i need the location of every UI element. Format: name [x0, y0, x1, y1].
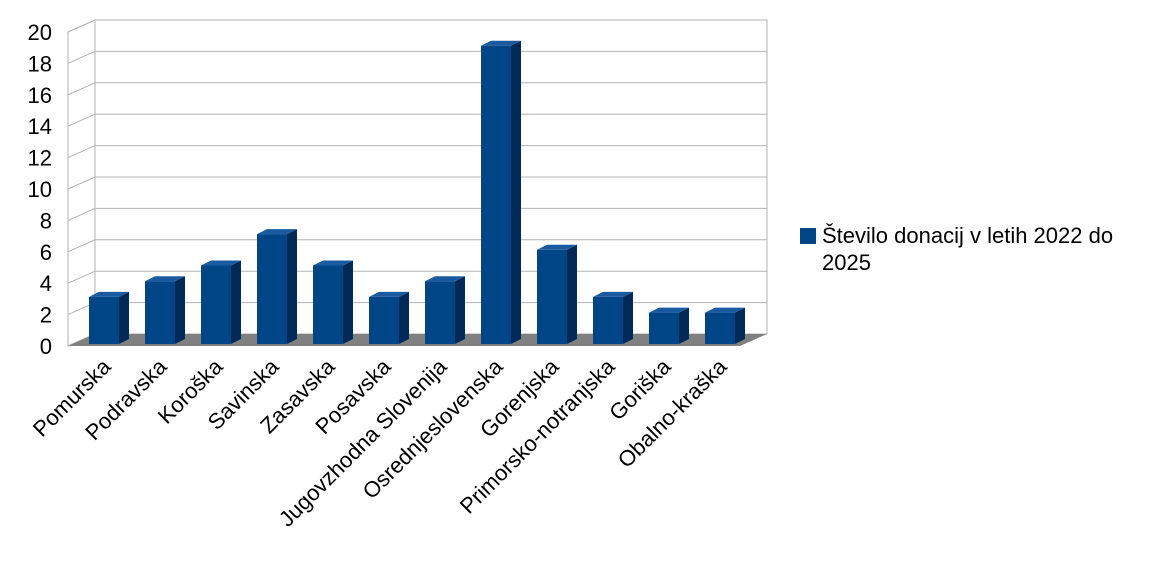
bar-top: [481, 40, 521, 46]
bar: [425, 276, 465, 344]
chart-floor: [68, 334, 767, 346]
bar-top: [369, 291, 409, 297]
bar-front: [425, 281, 455, 344]
bar-side: [567, 244, 577, 344]
bar-top: [649, 307, 689, 313]
bar-top: [145, 276, 185, 282]
floor-plane: [68, 334, 767, 346]
bar-front: [201, 265, 231, 344]
y-tick-label: 18: [28, 51, 52, 76]
y-tick-label: 0: [40, 334, 52, 359]
x-axis-labels: PomurskaPodravskaKoroškaSavinskaZasavska…: [28, 353, 732, 531]
bar-top: [201, 260, 241, 266]
bars: [89, 40, 745, 344]
bar-top: [89, 291, 129, 297]
bar-top: [593, 291, 633, 297]
y-tick-label: 12: [28, 146, 52, 171]
bar-side: [735, 307, 745, 344]
gridline: [67, 82, 767, 96]
bar-side: [679, 307, 689, 344]
bar: [593, 291, 633, 344]
gridline: [67, 207, 767, 221]
bar-front: [257, 234, 287, 344]
gridline: [67, 176, 767, 190]
bar-top: [705, 307, 745, 313]
bar-front: [593, 296, 623, 344]
bar-front: [313, 265, 343, 344]
bar-top: [537, 244, 577, 250]
y-tick-label: 2: [40, 303, 52, 328]
bar-side: [343, 260, 353, 344]
bar-side: [119, 291, 129, 344]
bar-side: [287, 229, 297, 344]
legend-label: Število donacij v letih 2022 do 2025: [822, 223, 1114, 275]
y-axis-ticks: 0 2 4 6 8 10 12 14 16 18 20: [28, 20, 52, 359]
bar-side: [231, 260, 241, 344]
bar: [369, 291, 409, 344]
gridline: [67, 19, 767, 33]
gridline: [67, 50, 767, 64]
bar: [537, 244, 577, 344]
bar-side: [455, 276, 465, 344]
legend-swatch: [800, 228, 816, 244]
bar-front: [145, 281, 175, 344]
y-tick-label: 4: [40, 271, 52, 296]
y-tick-label: 6: [40, 240, 52, 265]
gridline: [67, 239, 767, 253]
bar: [145, 276, 185, 344]
bar: [313, 260, 353, 344]
bar: [89, 291, 129, 344]
bar-side: [175, 276, 185, 344]
y-tick-label: 10: [28, 177, 52, 202]
y-tick-label: 8: [40, 208, 52, 233]
bar-side: [623, 291, 633, 344]
gridline: [67, 145, 767, 159]
y-tick-label: 20: [28, 20, 52, 45]
bar: [649, 307, 689, 344]
gridline: [67, 113, 767, 127]
bar: [257, 229, 297, 344]
bar-front: [705, 312, 735, 344]
bar-front: [649, 312, 679, 344]
bar-front: [369, 296, 399, 344]
bar: [481, 40, 521, 344]
bar-top: [425, 276, 465, 282]
bar-front: [481, 45, 511, 344]
bar-top: [257, 229, 297, 235]
bar-front: [89, 296, 119, 344]
bar: [201, 260, 241, 344]
y-tick-label: 16: [28, 83, 52, 108]
bar-side: [399, 291, 409, 344]
bar: [705, 307, 745, 344]
bar-front: [537, 249, 567, 344]
bar-top: [313, 260, 353, 266]
bar-side: [511, 40, 521, 344]
y-tick-label: 14: [28, 114, 52, 139]
